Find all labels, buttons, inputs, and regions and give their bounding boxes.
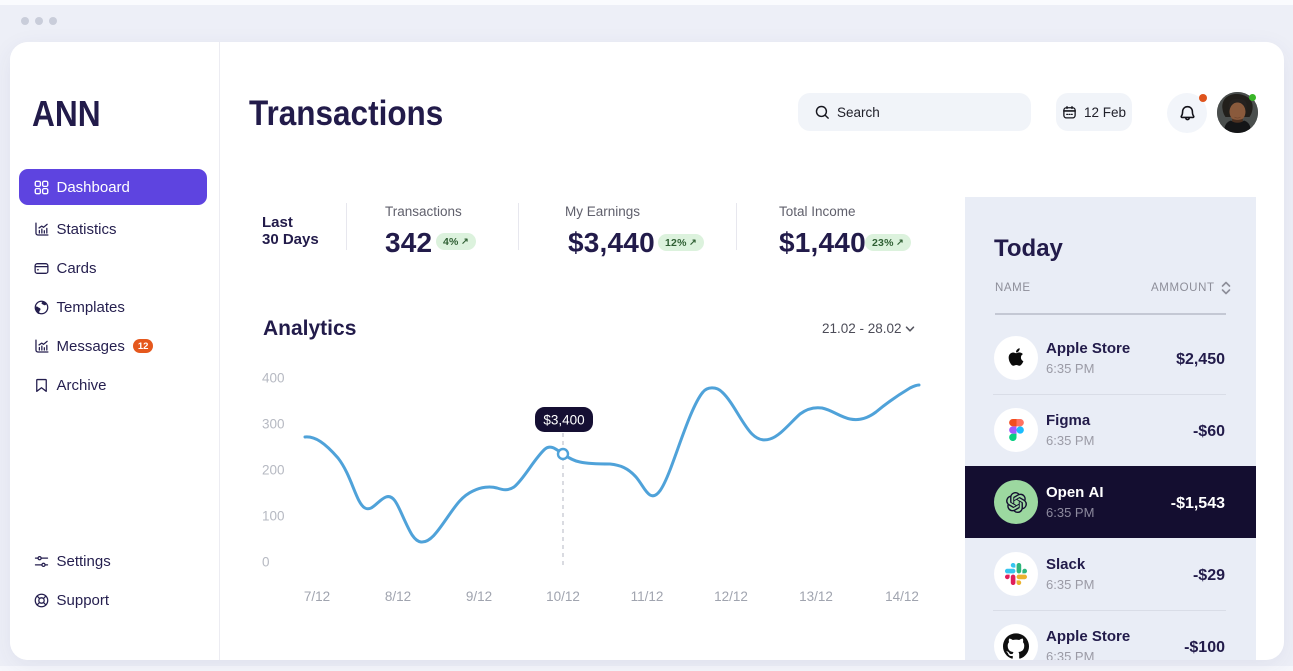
svg-text:200: 200 <box>262 463 285 478</box>
svg-text:9/12: 9/12 <box>466 589 492 604</box>
svg-text:$3,400: $3,400 <box>543 413 584 428</box>
svg-text:0: 0 <box>262 555 270 570</box>
svg-text:300: 300 <box>262 417 285 432</box>
svg-text:8/12: 8/12 <box>385 589 411 604</box>
svg-text:10/12: 10/12 <box>546 589 580 604</box>
svg-text:12/12: 12/12 <box>714 589 748 604</box>
svg-text:400: 400 <box>262 371 285 386</box>
svg-text:13/12: 13/12 <box>799 589 833 604</box>
svg-text:7/12: 7/12 <box>304 589 330 604</box>
svg-text:14/12: 14/12 <box>885 589 919 604</box>
svg-text:11/12: 11/12 <box>631 589 664 604</box>
svg-text:100: 100 <box>262 509 285 524</box>
